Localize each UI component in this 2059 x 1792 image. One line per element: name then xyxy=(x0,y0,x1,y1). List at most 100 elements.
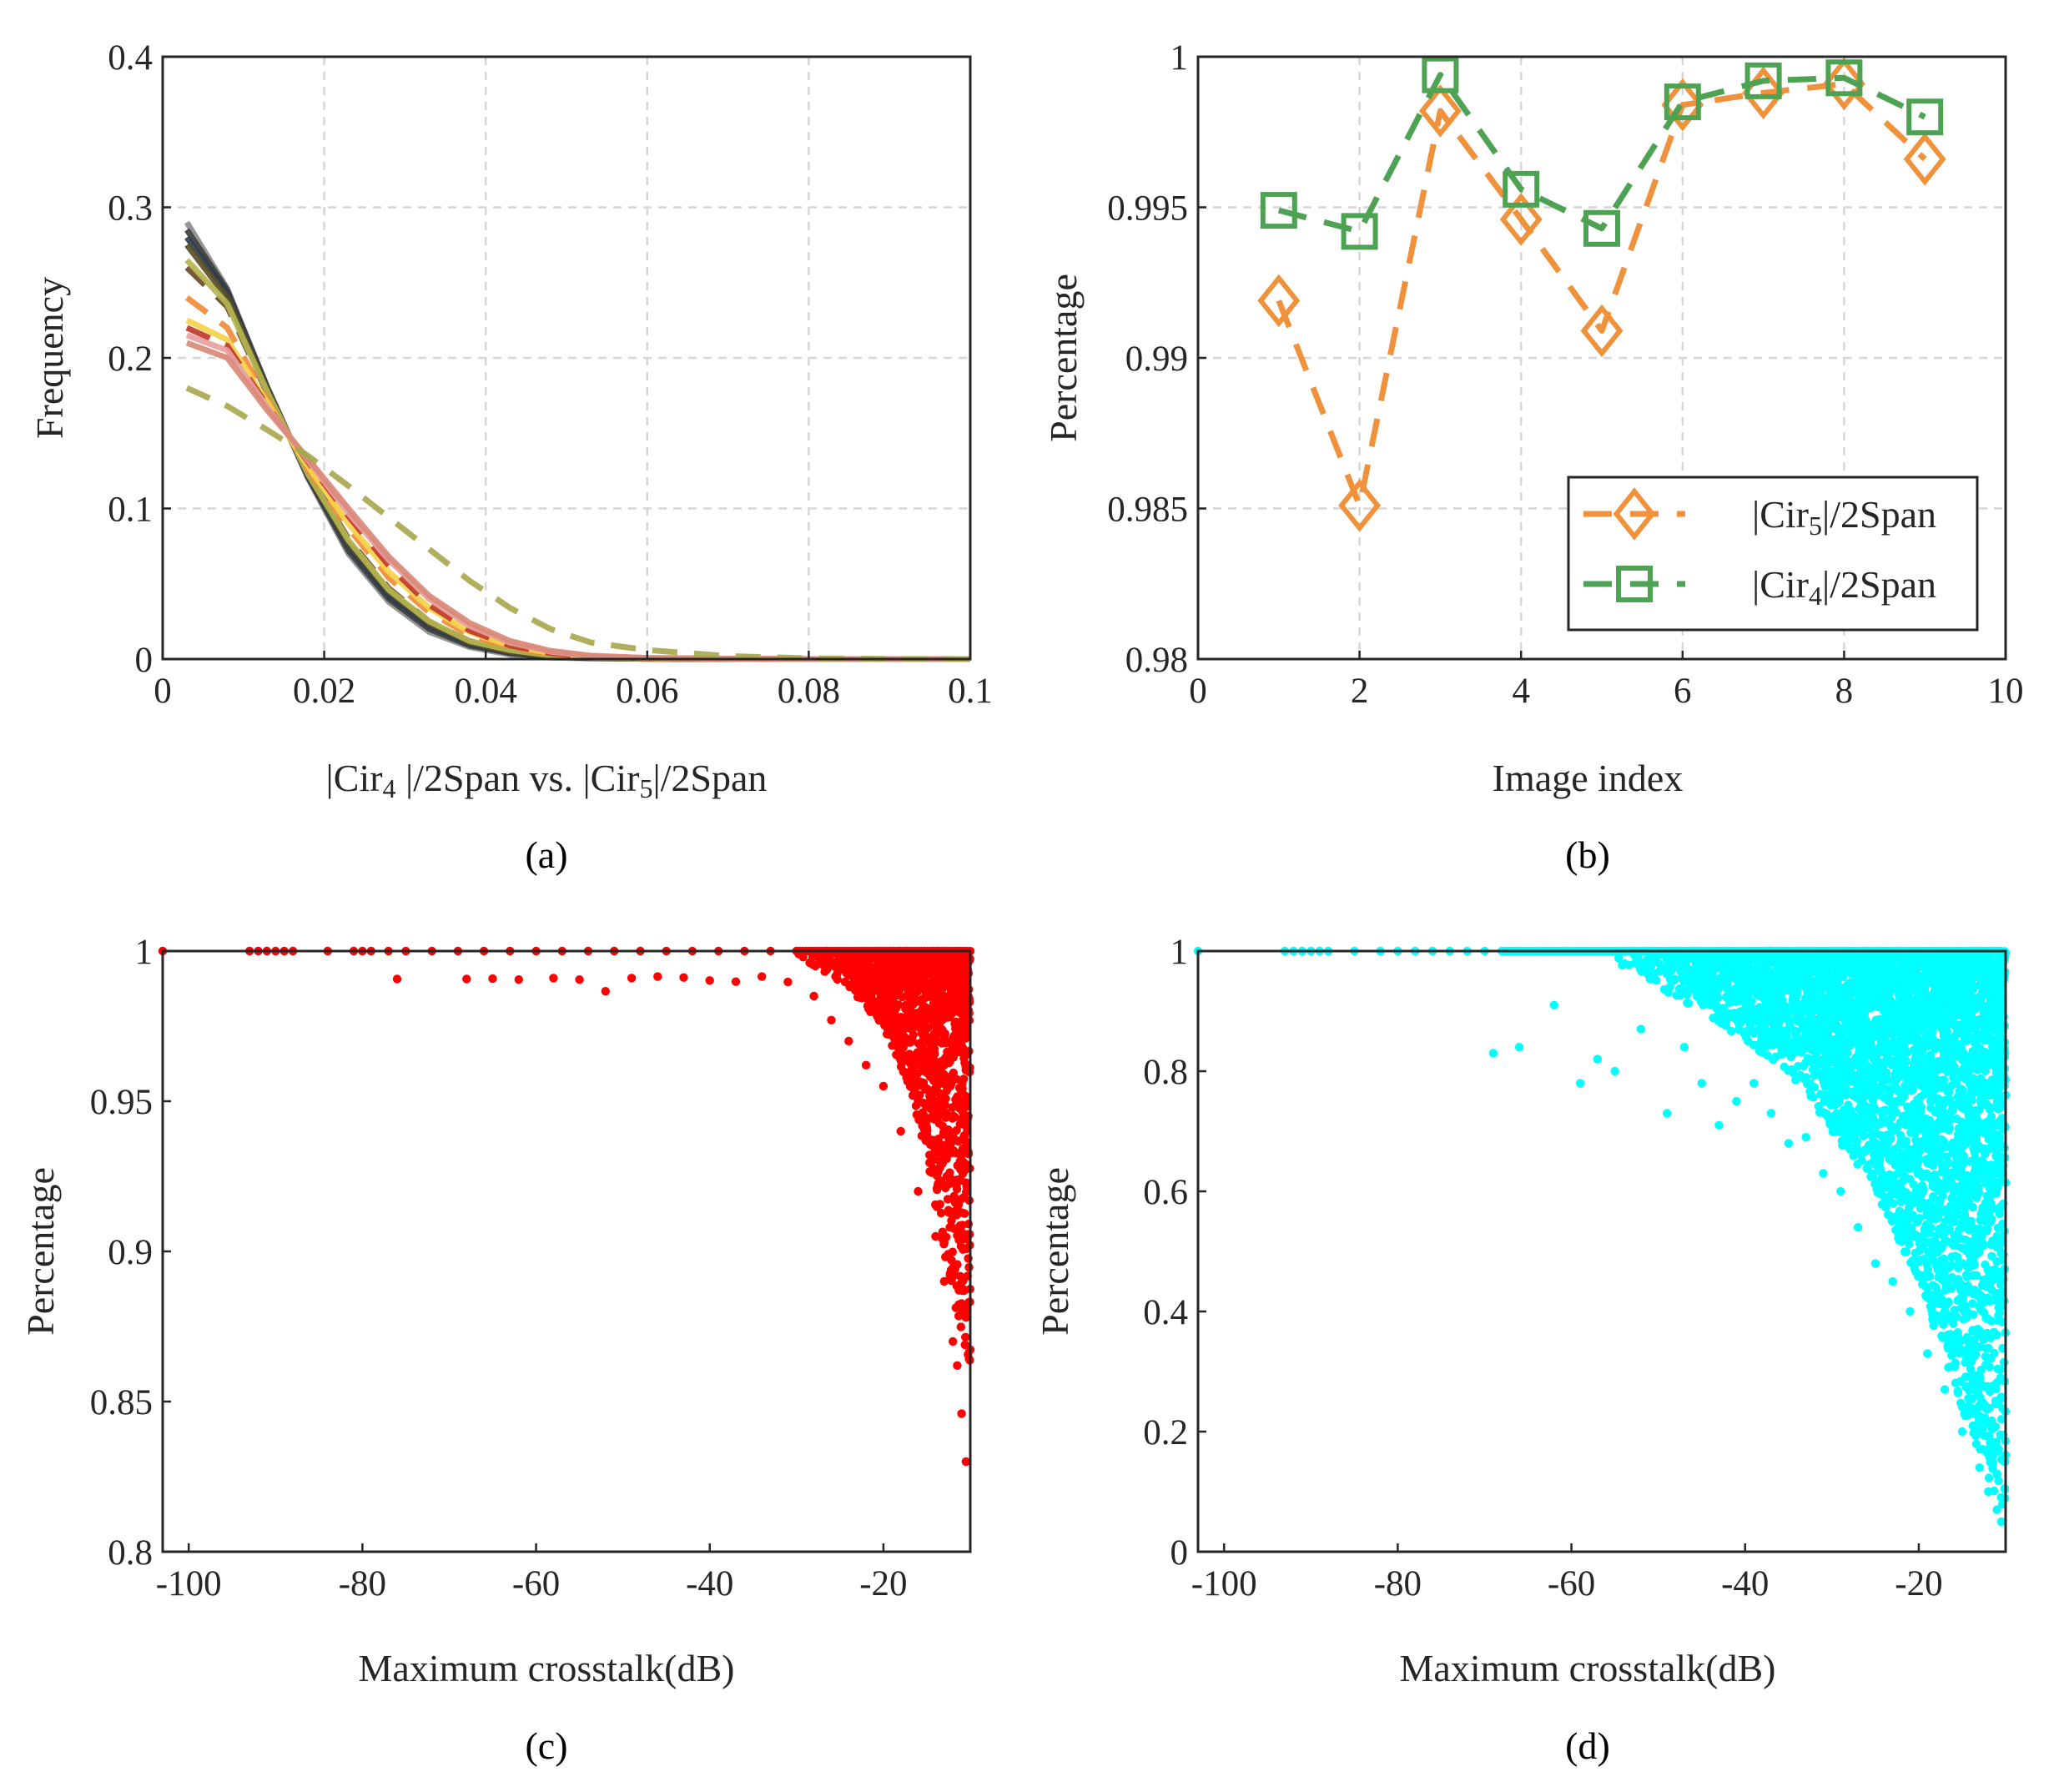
scatter-point xyxy=(937,1039,947,1048)
scatter-point xyxy=(944,1080,954,1089)
scatter-point xyxy=(1942,1300,1951,1309)
scatter-point xyxy=(1969,1310,1978,1320)
scatter-point xyxy=(1978,1239,1987,1248)
scatter-point xyxy=(921,1030,930,1040)
scatter-point xyxy=(953,1361,962,1371)
scatter-point xyxy=(1816,1034,1826,1044)
scatter-point xyxy=(894,1050,903,1060)
scatter-point xyxy=(1944,1158,1953,1168)
scatter-point xyxy=(1787,1065,1796,1075)
scatter-point xyxy=(914,1080,924,1090)
scatter-point xyxy=(1994,1399,2003,1408)
scatter-point xyxy=(959,1130,969,1140)
scatter-point xyxy=(893,1039,902,1049)
scatter-point xyxy=(846,954,855,963)
series-line xyxy=(185,325,970,662)
scatter-point xyxy=(1965,1250,1974,1260)
scatter-point xyxy=(844,1036,853,1046)
scatter-point xyxy=(1929,1005,1938,1015)
series-line xyxy=(184,228,970,662)
scatter-point xyxy=(1983,1382,1992,1392)
scatter-point xyxy=(840,977,850,987)
scatter-point xyxy=(949,1336,958,1347)
scatter-point xyxy=(947,1216,956,1226)
panel-b-y-axis-label: Percentage xyxy=(1042,274,1085,442)
scatter-point xyxy=(1845,1135,1855,1145)
scatter-point xyxy=(1951,1162,1961,1171)
scatter-point xyxy=(1855,1045,1865,1055)
scatter-point xyxy=(811,961,820,971)
scatter-point xyxy=(1926,1103,1936,1113)
scatter-point xyxy=(1876,1061,1886,1070)
scatter-point xyxy=(879,1007,889,1017)
scatter-point xyxy=(950,1198,960,1207)
scatter-point xyxy=(731,977,741,986)
scatter-point xyxy=(1901,1032,1910,1042)
scatter-point xyxy=(1864,1080,1873,1090)
scatter-point xyxy=(944,1250,953,1259)
scatter-point xyxy=(1888,1199,1898,1208)
scatter-point xyxy=(1780,1062,1789,1072)
scatter-point xyxy=(944,1180,954,1189)
series-line xyxy=(184,220,970,662)
scatter-point xyxy=(951,1206,961,1215)
scatter-point xyxy=(939,1276,949,1286)
legend-label: |Cir5|/2Span xyxy=(1752,493,1936,541)
scatter-point xyxy=(1959,1315,1968,1324)
scatter-point xyxy=(956,1017,965,1027)
x-tick-label: 2 xyxy=(1351,672,1369,711)
scatter-point xyxy=(961,1060,970,1070)
scatter-point xyxy=(1944,1038,1953,1047)
panel-c: -100 -80 -60 -40 -200.80.850.90.951 Percenta… xyxy=(19,933,975,1767)
scatter-point xyxy=(1749,1040,1759,1050)
scatter-point xyxy=(1800,1074,1809,1084)
scatter-point xyxy=(939,1029,948,1038)
scatter-point xyxy=(882,989,891,999)
scatter-point xyxy=(1802,978,1811,988)
scatter-point xyxy=(823,964,832,974)
scatter-point xyxy=(1971,1105,1981,1115)
panel-c-points xyxy=(158,946,975,1467)
scatter-point xyxy=(896,1126,905,1136)
scatter-point xyxy=(1949,1319,1958,1328)
scatter-point xyxy=(1900,1120,1910,1130)
scatter-point xyxy=(944,1074,954,1083)
scatter-point xyxy=(923,1053,933,1062)
scatter-point xyxy=(1763,1050,1772,1060)
scatter-point xyxy=(1852,1142,1861,1151)
scatter-point xyxy=(921,1136,930,1145)
scatter-point xyxy=(939,1130,949,1139)
scatter-point xyxy=(945,1223,954,1232)
scatter-point xyxy=(948,1042,958,1052)
scatter-point xyxy=(1922,1260,1931,1270)
scatter-point xyxy=(1958,1302,1967,1312)
scatter-point xyxy=(940,1100,950,1110)
scatter-point xyxy=(1984,1135,1993,1144)
x-tick-label: 0 xyxy=(154,672,172,711)
scatter-point xyxy=(960,1050,970,1060)
scatter-point xyxy=(941,1113,950,1122)
scatter-point xyxy=(1727,1026,1736,1036)
scatter-point xyxy=(1714,981,1724,991)
scatter-point xyxy=(1735,1019,1744,1028)
scatter-point xyxy=(954,1300,964,1310)
scatter-point xyxy=(930,1102,939,1112)
series-line xyxy=(185,385,971,662)
scatter-point xyxy=(923,1125,932,1135)
x-tick-label: -60 xyxy=(512,1564,560,1603)
scatter-point xyxy=(836,958,845,967)
scatter-point xyxy=(1993,1223,2003,1233)
scatter-point xyxy=(1950,1067,1959,1076)
scatter-point xyxy=(1992,1469,2001,1479)
scatter-point xyxy=(954,1223,964,1232)
scatter-point xyxy=(1995,1210,2004,1219)
scatter-point xyxy=(960,996,970,1006)
series-line xyxy=(185,332,970,662)
scatter-point xyxy=(904,1010,914,1020)
scatter-point xyxy=(895,974,905,984)
scatter-point xyxy=(954,1026,963,1035)
scatter-point xyxy=(885,981,894,991)
scatter-point xyxy=(952,1185,962,1194)
scatter-point xyxy=(938,1140,947,1150)
